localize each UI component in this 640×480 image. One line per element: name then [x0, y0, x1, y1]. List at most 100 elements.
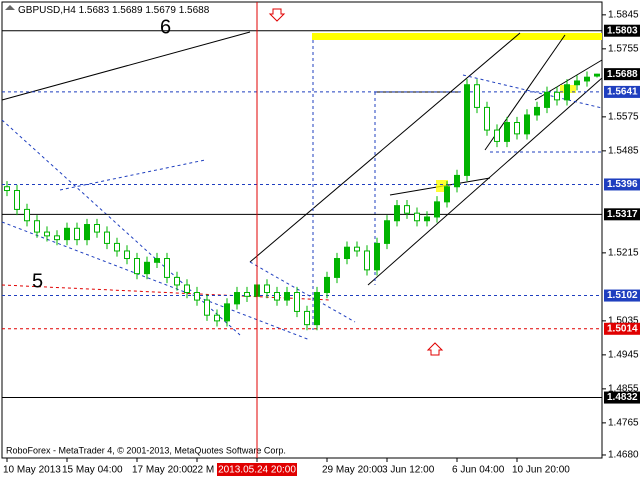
candle-body [464, 84, 470, 176]
title-part: 1.5688 [179, 5, 210, 16]
title-part: 1.5679 [145, 5, 176, 16]
candle-body [214, 314, 220, 322]
price-label: 1.5641 [607, 87, 638, 98]
candle-body [114, 242, 120, 252]
candle-body [494, 129, 500, 142]
levels [2, 30, 602, 399]
candle-body [554, 91, 560, 101]
candle-body [424, 216, 430, 222]
y-tick-label: 1.5485 [608, 145, 639, 156]
price-label: 1.4832 [607, 392, 638, 403]
price-label-bg [604, 178, 640, 191]
title-part: GBPUSD,H4 [18, 5, 76, 16]
candle-body [204, 299, 210, 316]
candle-body [184, 284, 190, 294]
symbol-icon [5, 5, 15, 10]
candle-body [574, 80, 580, 86]
candle-body [584, 76, 590, 82]
candle-body [394, 205, 400, 222]
x-tick-label: 22 M [192, 465, 214, 476]
candle-body [14, 190, 20, 210]
candle-body [474, 84, 480, 108]
candles [4, 71, 600, 331]
candle-body [384, 220, 390, 244]
copyright: RoboForex - MetaTrader 4, © 2001-2013, M… [6, 445, 286, 455]
buy-arrow [426, 342, 444, 356]
x-tick-label: 15 May 04:00 [62, 465, 123, 476]
candle-body [24, 208, 30, 222]
candle-body [504, 122, 510, 142]
price-label: 1.5396 [607, 179, 638, 190]
candle-body [414, 212, 420, 222]
candle-body [484, 106, 490, 131]
candle-body [84, 224, 90, 241]
candle-body [284, 292, 290, 301]
x-tick-label: 3 Jun 12:00 [382, 465, 435, 476]
candle-body [374, 242, 380, 271]
trend-line [1, 31, 251, 101]
candle-body [274, 292, 280, 301]
price-label-bg [604, 85, 640, 98]
y-tick-label: 1.4855 [608, 384, 639, 395]
candle-body [54, 235, 60, 241]
title-part: 1.5689 [112, 5, 143, 16]
candle-body [164, 258, 170, 278]
price-label: 1.5803 [607, 25, 638, 36]
price-label-bg [604, 289, 640, 302]
chart-title: GBPUSD,H4 1.5683 1.5689 1.5679 1.5688 [18, 5, 210, 16]
candle-body [44, 231, 50, 237]
price-label-bg [604, 322, 640, 335]
price-label: 1.5102 [607, 290, 638, 301]
candle-body [104, 231, 110, 244]
candle-body [594, 73, 600, 77]
y-tick-label: 1.4945 [608, 350, 639, 361]
price-label-bg [604, 391, 640, 404]
y-tick-label: 1.5575 [608, 111, 639, 122]
trend-line [367, 77, 603, 286]
x-tick-label: 29 May 20:00 [322, 465, 383, 476]
y-tick-label: 1.5845 [608, 9, 639, 20]
candle-body [364, 250, 370, 271]
candle-body [34, 220, 40, 233]
price-label-bg [604, 24, 640, 37]
candle-body [134, 258, 140, 275]
price-axis: 1.5845 1.5755 1.5575 1.5485 1.5215 1.5035 1.49… [602, 9, 640, 461]
candle-body [354, 246, 360, 252]
candle-body [74, 227, 80, 241]
price-label-bg [604, 68, 640, 81]
dashed-line [59, 159, 206, 191]
candle-body [434, 201, 440, 218]
y-tick-label: 1.4680 [608, 450, 639, 461]
trend-line [249, 32, 521, 263]
cursor-label-bg [217, 463, 297, 476]
candle-body [174, 276, 180, 286]
candle-body [404, 205, 410, 214]
y-tick-label: 1.5755 [608, 43, 639, 54]
candle-body [144, 261, 150, 275]
candle-body [314, 292, 320, 326]
candle-body [454, 174, 460, 188]
dashed-line [1, 284, 331, 301]
target-zone [312, 33, 602, 40]
candle-body [534, 106, 540, 116]
price-label: 1.5688 [607, 69, 638, 80]
candle-body [4, 186, 10, 192]
x-tick-label: 10 May 2013 [3, 465, 61, 476]
candle-body [334, 258, 340, 278]
candle-body [524, 114, 530, 135]
candle-body [234, 292, 240, 305]
candle-body [64, 227, 70, 241]
analysis-objects [1, 8, 603, 356]
y-tick-label: 1.5035 [608, 316, 639, 327]
candle-body [244, 292, 250, 297]
candle-body [154, 258, 160, 263]
wave-label: 5 [32, 270, 43, 292]
y-tick-label: 1.5215 [608, 247, 639, 258]
candle-body [264, 284, 270, 294]
dashed-line [249, 261, 356, 323]
candle-body [304, 310, 310, 326]
candle-body [294, 292, 300, 312]
title-part: 1.5683 [79, 5, 110, 16]
candle-body [194, 292, 200, 301]
dashed-line [1, 221, 311, 341]
